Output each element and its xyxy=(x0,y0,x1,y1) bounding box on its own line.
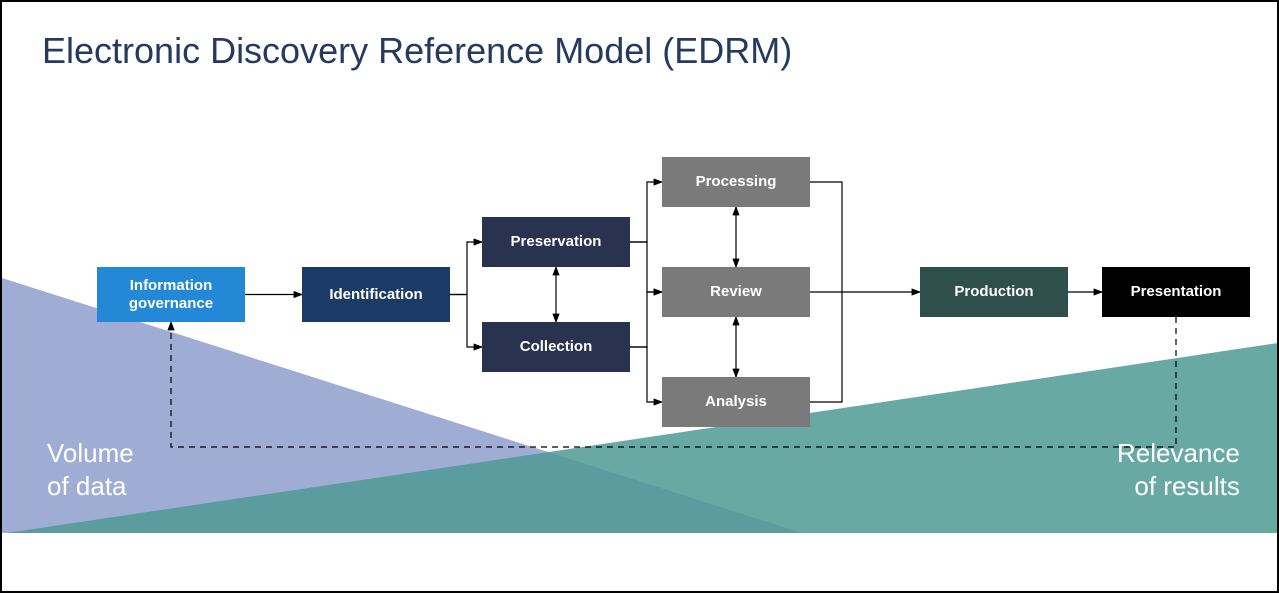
diagram-title: Electronic Discovery Reference Model (ED… xyxy=(42,30,792,72)
node-info_gov: Informationgovernance xyxy=(97,267,245,322)
node-review: Review xyxy=(662,267,810,317)
node-preservation: Preservation xyxy=(482,217,630,267)
relevance-triangle xyxy=(7,343,1277,533)
node-collection: Collection xyxy=(482,322,630,372)
node-identification: Identification xyxy=(302,267,450,322)
node-processing: Processing xyxy=(662,157,810,207)
node-analysis: Analysis xyxy=(662,377,810,427)
diagram-frame: Volumeof data Relevanceof results Electr… xyxy=(0,0,1279,593)
volume-label: Volumeof data xyxy=(47,437,134,502)
node-presentation: Presentation xyxy=(1102,267,1250,317)
relevance-label: Relevanceof results xyxy=(1117,437,1240,502)
node-production: Production xyxy=(920,267,1068,317)
